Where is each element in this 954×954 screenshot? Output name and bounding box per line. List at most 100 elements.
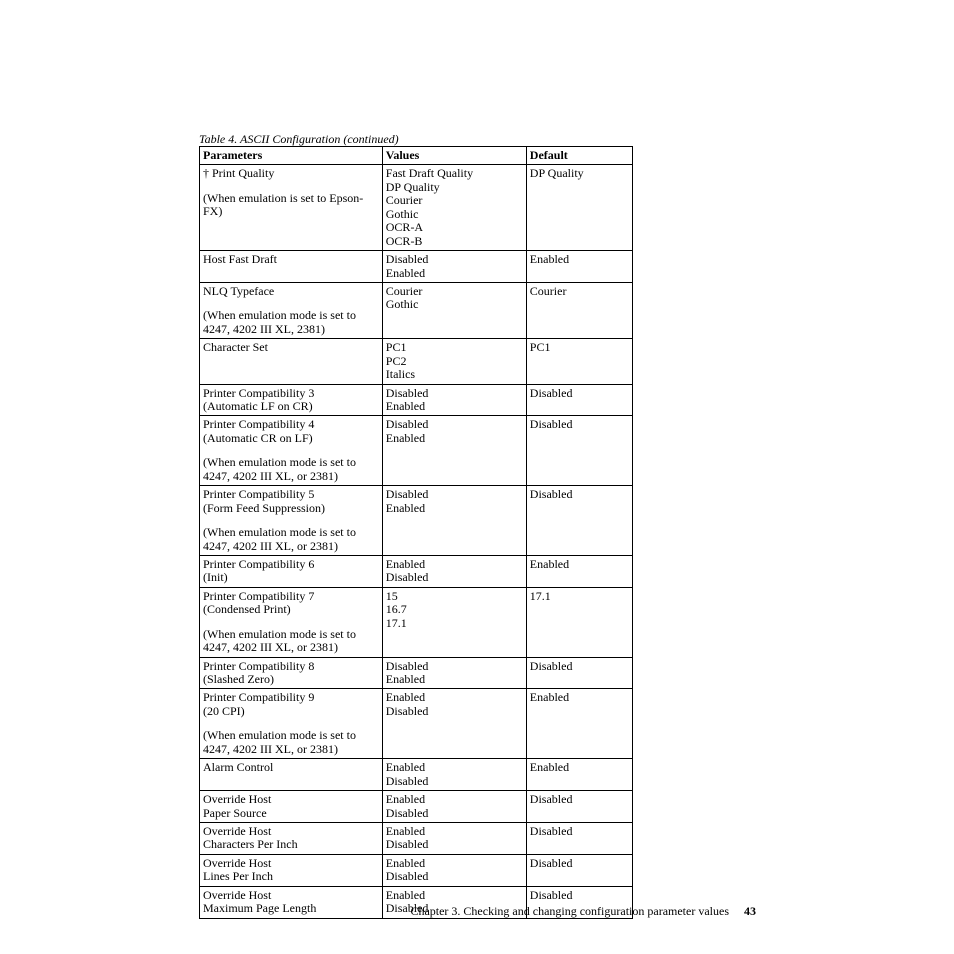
value-option: PC1: [386, 341, 523, 354]
value-option: Courier: [386, 194, 523, 207]
parameter-subname: (Automatic LF on CR): [203, 400, 379, 413]
value-option: Disabled: [386, 488, 523, 501]
cell-default: PC1: [526, 339, 632, 384]
cell-parameter: Override HostLines Per Inch: [200, 854, 383, 886]
table-row: Character SetPC1PC2ItalicsPC1: [200, 339, 633, 384]
parameter-note: (When emulation mode is set to 4247, 420…: [203, 628, 379, 655]
cell-parameter: Printer Compatibility 6(Init): [200, 555, 383, 587]
value-option: Italics: [386, 368, 523, 381]
table-row: Override HostCharacters Per InchEnabledD…: [200, 822, 633, 854]
footer-chapter-text: Chapter 3. Checking and changing configu…: [410, 904, 729, 918]
cell-default: Enabled: [526, 759, 632, 791]
value-option: Disabled: [386, 571, 523, 584]
cell-values: CourierGothic: [382, 282, 526, 338]
value-option: Enabled: [386, 558, 523, 571]
cell-values: EnabledDisabled: [382, 759, 526, 791]
parameter-name: Override Host: [203, 825, 379, 838]
col-header-parameters: Parameters: [200, 147, 383, 165]
table-row: Alarm ControlEnabledDisabledEnabled: [200, 759, 633, 791]
value-option: 17.1: [386, 617, 523, 630]
cell-default: Disabled: [526, 384, 632, 416]
table-row: NLQ Typeface(When emulation mode is set …: [200, 282, 633, 338]
value-option: PC2: [386, 355, 523, 368]
col-header-values: Values: [382, 147, 526, 165]
cell-values: DisabledEnabled: [382, 486, 526, 556]
value-option: OCR-A: [386, 221, 523, 234]
parameter-name: Printer Compatibility 7: [203, 590, 379, 603]
value-option: Enabled: [386, 691, 523, 704]
table-row: Printer Compatibility 3(Automatic LF on …: [200, 384, 633, 416]
parameter-note: (When emulation is set to Epson-FX): [203, 192, 379, 219]
table-caption: Table 4. ASCII Configuration (continued): [199, 132, 399, 147]
cell-parameter: Printer Compatibility 8(Slashed Zero): [200, 657, 383, 689]
parameter-subname: Lines Per Inch: [203, 870, 379, 883]
cell-default: Enabled: [526, 689, 632, 759]
value-option: Disabled: [386, 838, 523, 851]
cell-values: DisabledEnabled: [382, 384, 526, 416]
value-option: Disabled: [386, 418, 523, 431]
table-row: Printer Compatibility 8(Slashed Zero)Dis…: [200, 657, 633, 689]
cell-values: DisabledEnabled: [382, 657, 526, 689]
cell-default: Disabled: [526, 486, 632, 556]
parameter-note: (When emulation mode is set to 4247, 420…: [203, 309, 379, 336]
parameter-name: Printer Compatibility 3: [203, 387, 379, 400]
table-row: Printer Compatibility 6(Init)EnabledDisa…: [200, 555, 633, 587]
cell-parameter: Printer Compatibility 3(Automatic LF on …: [200, 384, 383, 416]
cell-parameter: Host Fast Draft: [200, 251, 383, 283]
cell-parameter: Alarm Control: [200, 759, 383, 791]
parameter-name: Printer Compatibility 9: [203, 691, 379, 704]
parameter-name: Host Fast Draft: [203, 253, 379, 266]
config-table: Parameters Values Default † Print Qualit…: [199, 146, 633, 919]
parameter-subname: Characters Per Inch: [203, 838, 379, 851]
cell-values: Fast Draft QualityDP QualityCourierGothi…: [382, 165, 526, 251]
value-option: Disabled: [386, 807, 523, 820]
value-option: Enabled: [386, 857, 523, 870]
cell-parameter: Printer Compatibility 5(Form Feed Suppre…: [200, 486, 383, 556]
cell-default: 17.1: [526, 587, 632, 657]
parameter-subname: (Automatic CR on LF): [203, 432, 379, 445]
cell-default: Disabled: [526, 791, 632, 823]
page-footer: Chapter 3. Checking and changing configu…: [199, 904, 756, 919]
parameter-name: Character Set: [203, 341, 379, 354]
value-option: Enabled: [386, 432, 523, 445]
value-option: Enabled: [386, 673, 523, 686]
cell-default: Enabled: [526, 251, 632, 283]
value-option: Enabled: [386, 502, 523, 515]
cell-default: Enabled: [526, 555, 632, 587]
parameter-name: Override Host: [203, 857, 379, 870]
table-row: † Print Quality (When emulation is set to…: [200, 165, 633, 251]
parameter-name: † Print Quality: [203, 167, 379, 180]
parameter-name: Printer Compatibility 8: [203, 660, 379, 673]
parameter-subname: (Condensed Print): [203, 603, 379, 616]
parameter-note: (When emulation mode is set to 4247, 420…: [203, 456, 379, 483]
value-option: Gothic: [386, 298, 523, 311]
cell-values: 1516.717.1: [382, 587, 526, 657]
cell-default: Courier: [526, 282, 632, 338]
cell-default: Disabled: [526, 416, 632, 486]
parameter-subname: (Form Feed Suppression): [203, 502, 379, 515]
parameter-name: Printer Compatibility 6: [203, 558, 379, 571]
cell-values: DisabledEnabled: [382, 416, 526, 486]
value-option: Enabled: [386, 761, 523, 774]
value-option: DP Quality: [386, 181, 523, 194]
cell-values: EnabledDisabled: [382, 854, 526, 886]
table-row: Printer Compatibility 5(Form Feed Suppre…: [200, 486, 633, 556]
parameter-note: (When emulation mode is set to 4247, 420…: [203, 729, 379, 756]
value-option: Enabled: [386, 267, 523, 280]
value-option: Enabled: [386, 825, 523, 838]
col-header-default: Default: [526, 147, 632, 165]
parameter-subname: (20 CPI): [203, 705, 379, 718]
table-row: Printer Compatibility 4(Automatic CR on …: [200, 416, 633, 486]
value-option: Enabled: [386, 793, 523, 806]
value-option: OCR-B: [386, 235, 523, 248]
cell-parameter: Printer Compatibility 7(Condensed Print)…: [200, 587, 383, 657]
cell-parameter: Override HostPaper Source: [200, 791, 383, 823]
cell-values: EnabledDisabled: [382, 555, 526, 587]
value-option: Fast Draft Quality: [386, 167, 523, 180]
value-option: Disabled: [386, 387, 523, 400]
parameter-name: Override Host: [203, 793, 379, 806]
cell-values: EnabledDisabled: [382, 689, 526, 759]
cell-parameter: Override HostCharacters Per Inch: [200, 822, 383, 854]
value-option: Disabled: [386, 870, 523, 883]
table-row: Host Fast DraftDisabledEnabledEnabled: [200, 251, 633, 283]
